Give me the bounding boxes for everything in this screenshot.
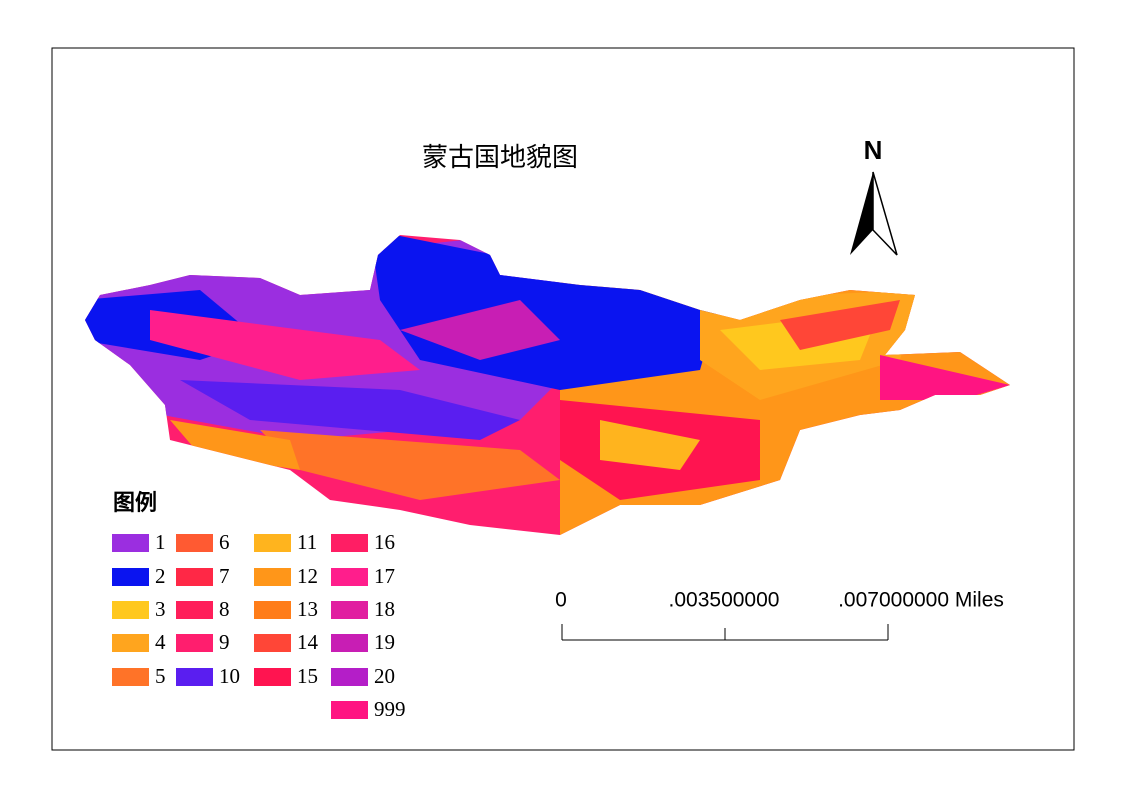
legend-swatch [331, 601, 368, 619]
legend-swatch [254, 668, 291, 686]
legend-label: 16 [374, 530, 395, 554]
legend-swatch [112, 668, 149, 686]
legend-label: 2 [155, 564, 166, 588]
legend-swatch [112, 601, 149, 619]
legend-swatch [331, 568, 368, 586]
scale-label: .003500000 [669, 589, 780, 612]
legend-swatch [112, 568, 149, 586]
legend-label: 12 [297, 564, 318, 588]
legend-label: 10 [219, 664, 240, 688]
legend-swatch [331, 701, 368, 719]
legend-swatch [176, 601, 213, 619]
legend-swatch [112, 634, 149, 652]
north-arrow-right [872, 171, 898, 256]
legend-swatch [112, 534, 149, 552]
legend-label: 999 [374, 697, 406, 721]
scale-label: 0 [555, 589, 567, 612]
legend-label: 15 [297, 664, 318, 688]
legend-swatch [331, 534, 368, 552]
legend-label: 4 [155, 630, 166, 654]
legend-swatch [176, 634, 213, 652]
legend-swatch [331, 668, 368, 686]
legend-label: 7 [219, 564, 230, 588]
scale-label: .007000000 Miles [838, 589, 1004, 612]
legend-swatch [176, 668, 213, 686]
north-arrow-left [850, 172, 873, 255]
legend-label: 20 [374, 664, 395, 688]
legend-swatch [331, 634, 368, 652]
legend-label: 11 [297, 530, 317, 554]
legend-label: 3 [155, 597, 166, 621]
legend-swatch [254, 634, 291, 652]
legend-swatch [176, 534, 213, 552]
legend-label: 9 [219, 630, 230, 654]
legend-title: 图例 [113, 490, 157, 515]
legend-label: 1 [155, 530, 166, 554]
scale-bar: 0 .003500000 .007000000 Miles [555, 589, 1004, 641]
frame [51, 47, 1075, 751]
map-title: 蒙古国地貌图 [422, 143, 578, 172]
legend-label: 14 [297, 630, 319, 654]
legend-label: 13 [297, 597, 318, 621]
legend-swatch [254, 568, 291, 586]
north-label: N [864, 135, 883, 165]
legend-label: 8 [219, 597, 230, 621]
legend-swatch [254, 534, 291, 552]
legend-label: 17 [374, 564, 395, 588]
legend-label: 5 [155, 664, 166, 688]
legend-swatch [254, 601, 291, 619]
legend-swatch [176, 568, 213, 586]
legend-label: 18 [374, 597, 395, 621]
legend-label: 19 [374, 630, 395, 654]
legend-label: 6 [219, 530, 230, 554]
